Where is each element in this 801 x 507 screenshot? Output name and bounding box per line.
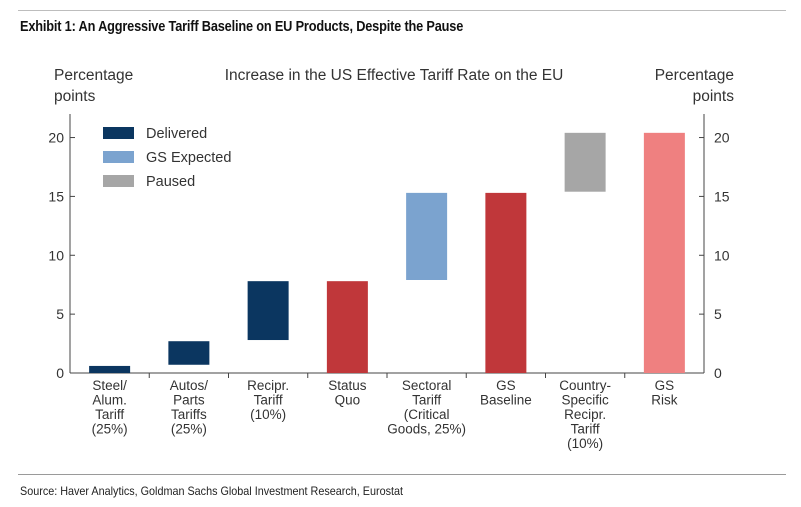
category-label: Tariff xyxy=(571,422,600,437)
bar-1 xyxy=(89,365,131,373)
legend-label-2: GS Expected xyxy=(146,150,231,166)
category-label: Goods, 25%) xyxy=(387,422,466,437)
bar-2 xyxy=(168,341,210,365)
category-label: Quo xyxy=(335,393,361,408)
right-axis-tick-label: 10 xyxy=(714,247,730,263)
category-label: Sectoral xyxy=(402,378,452,393)
right-axis-tick-label: 5 xyxy=(714,306,722,322)
bar-3 xyxy=(247,281,289,341)
category-label: Specific xyxy=(561,393,609,408)
legend-layer: Delivered GS Expected Paused xyxy=(103,126,231,190)
left-axis-tick-label: 5 xyxy=(56,306,64,322)
category-label: (10%) xyxy=(250,407,286,422)
category-label: Tariff xyxy=(254,393,283,408)
category-labels-layer: Steel/Alum.Tariff(25%)Autos/PartsTariffs… xyxy=(92,378,678,451)
legend-label-1: Delivered xyxy=(146,126,207,142)
left-axis-tick-label: 20 xyxy=(48,130,64,146)
bars-layer xyxy=(89,132,685,373)
left-axis-tick-label: 15 xyxy=(48,188,64,204)
top-rule xyxy=(18,10,786,11)
category-label: (10%) xyxy=(567,436,603,451)
category-label: Autos/ xyxy=(170,378,209,393)
category-label: Steel/ xyxy=(92,378,127,393)
axes-layer: 0 0 5 5 10 10 15 15 20 20 xyxy=(48,114,730,381)
bar-6 xyxy=(485,192,527,373)
right-axis-label-line2: points xyxy=(693,88,735,105)
category-label: Alum. xyxy=(92,393,127,408)
right-axis-label-line1: Percentage xyxy=(655,67,734,84)
left-axis-label-line1: Percentage xyxy=(54,67,133,84)
right-axis-tick-label: 20 xyxy=(714,130,730,146)
chart-title: Increase in the US Effective Tariff Rate… xyxy=(225,67,564,84)
category-label: Recipr. xyxy=(564,407,606,422)
left-axis-label-line2: points xyxy=(54,88,96,105)
bottom-rule xyxy=(18,474,786,475)
right-axis-tick-label: 15 xyxy=(714,188,730,204)
source-note: Source: Haver Analytics, Goldman Sachs G… xyxy=(20,484,403,498)
category-label: Tariff xyxy=(95,407,124,422)
left-axis-tick-label: 10 xyxy=(48,247,64,263)
category-label: GS xyxy=(655,378,675,393)
category-label: Parts xyxy=(173,393,205,408)
category-label: (25%) xyxy=(92,422,128,437)
legend-label-3: Paused xyxy=(146,174,195,190)
category-label: Baseline xyxy=(480,393,532,408)
category-label: Status xyxy=(328,378,367,393)
right-axis-tick-label: 0 xyxy=(714,365,722,381)
category-label: Risk xyxy=(651,393,677,408)
bar-8 xyxy=(643,132,685,373)
left-axis-tick-label: 0 xyxy=(56,365,64,381)
legend-swatch-2 xyxy=(103,151,134,163)
category-label: Recipr. xyxy=(247,378,289,393)
bar-4 xyxy=(326,281,368,373)
category-label: Country- xyxy=(559,378,611,393)
legend-swatch-3 xyxy=(103,175,134,187)
bar-5 xyxy=(406,192,448,280)
bar-7 xyxy=(564,132,606,192)
category-label: Tariff xyxy=(412,393,441,408)
category-label: (25%) xyxy=(171,422,207,437)
legend-swatch-1 xyxy=(103,127,134,139)
category-label: Tariffs xyxy=(171,407,207,422)
category-label: GS xyxy=(496,378,516,393)
category-label: (Critical xyxy=(404,407,450,422)
exhibit-title: Exhibit 1: An Aggressive Tariff Baseline… xyxy=(20,19,464,35)
